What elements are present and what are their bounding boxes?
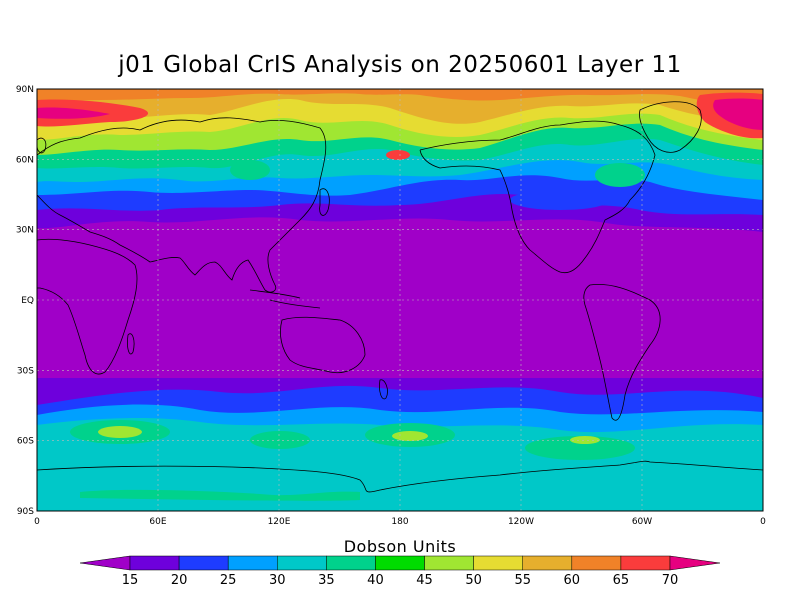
lat-label: 30S <box>17 366 34 376</box>
lon-label: 0 <box>34 517 40 527</box>
field-blob-north-red-center <box>386 150 410 160</box>
field-blob-south-3b <box>392 431 428 441</box>
map-panel <box>37 89 763 511</box>
coastline-newzealand <box>379 379 388 400</box>
colorbar-tick-label: 25 <box>220 573 237 588</box>
field-blob-north-blue-1 <box>510 190 610 210</box>
colorbar-tick-label: 65 <box>613 573 630 588</box>
field-band-north-orange <box>37 89 763 125</box>
field-blob-south-4b <box>570 436 600 444</box>
map-frame <box>36 88 764 512</box>
field-blob-south-4 <box>525 436 635 460</box>
colorbar-low-arrow <box>79 555 131 571</box>
colorbar-title: Dobson Units <box>343 537 457 556</box>
lon-label: 120W <box>508 517 534 527</box>
colorbar-tick-label: 15 <box>122 573 139 588</box>
field-blob-north-green-2 <box>230 160 270 180</box>
colorbar-tick-label: 35 <box>318 573 335 588</box>
coastline-antarctica <box>37 460 763 493</box>
colorbar-swatch <box>424 555 474 571</box>
colorbar-tick-label: 30 <box>269 573 286 588</box>
colorbar-swatch <box>375 555 425 571</box>
colorbar: 15 20 25 30 35 40 45 50 55 60 65 70 <box>79 555 721 588</box>
field-blob-north-magenta-left <box>37 107 110 119</box>
coastline-madagascar <box>127 333 135 355</box>
coastline-indonesia <box>249 289 321 309</box>
colorbar-high-arrow <box>669 555 721 571</box>
colorbar-swatch <box>178 555 229 571</box>
colorbar-swatch <box>277 555 327 571</box>
field-blob-south-1b <box>98 426 142 438</box>
lat-label: EQ <box>21 296 34 306</box>
colorbar-tick-label: 40 <box>367 573 384 588</box>
latitude-labels: 90N 60N 30N EQ 30S 60S 90S <box>16 85 34 517</box>
lat-label: 60N <box>16 155 34 165</box>
lon-label: 0 <box>760 517 766 527</box>
lon-label: 60E <box>149 517 166 527</box>
colorbar-swatch <box>473 555 523 571</box>
gridlines <box>37 89 763 511</box>
lat-label: 60S <box>17 437 34 447</box>
field-band-north-deeporange <box>37 89 763 108</box>
field-blob-south-2 <box>250 431 310 449</box>
field-blob-north-green-1 <box>595 163 645 187</box>
colorbar-swatch <box>326 555 376 571</box>
coastline-uk <box>37 137 47 154</box>
colorbar-tick-label: 45 <box>416 573 433 588</box>
colorbar-swatch <box>571 555 622 571</box>
coastline-japan <box>319 188 330 216</box>
coastline-africa <box>37 238 138 375</box>
colorbar-tick-label: 50 <box>465 573 482 588</box>
coastlines <box>37 101 763 493</box>
lon-label: 120E <box>268 517 291 527</box>
coastline-eurasia <box>37 117 327 293</box>
colorbar-swatch <box>522 555 573 571</box>
coastline-australia <box>280 316 366 374</box>
colorbar-tick-label: 20 <box>171 573 188 588</box>
lat-label: 30N <box>16 226 34 236</box>
longitude-labels: 0 60E 120E 180 120W 60W 0 <box>34 517 766 527</box>
page-title: j01 Global CrIS Analysis on 20250601 Lay… <box>118 52 682 78</box>
coastline-southamerica <box>583 283 661 421</box>
lon-label: 180 <box>391 517 408 527</box>
colorbar-swatch <box>129 555 180 571</box>
lat-label: 90N <box>16 85 34 95</box>
field-antarctic-green <box>80 489 360 501</box>
lon-label: 60W <box>632 517 652 527</box>
colorbar-swatch <box>620 555 671 571</box>
colorbar-swatch <box>227 555 278 571</box>
colorbar-tick-label: 70 <box>662 573 679 588</box>
coastline-greenland <box>639 101 702 153</box>
lat-label: 90S <box>17 507 34 517</box>
colorbar-tick-label: 55 <box>514 573 531 588</box>
coastline-northamerica <box>419 120 656 274</box>
field-blob-north-magenta-right <box>713 98 763 130</box>
colorbar-tick-label: 60 <box>564 573 581 588</box>
